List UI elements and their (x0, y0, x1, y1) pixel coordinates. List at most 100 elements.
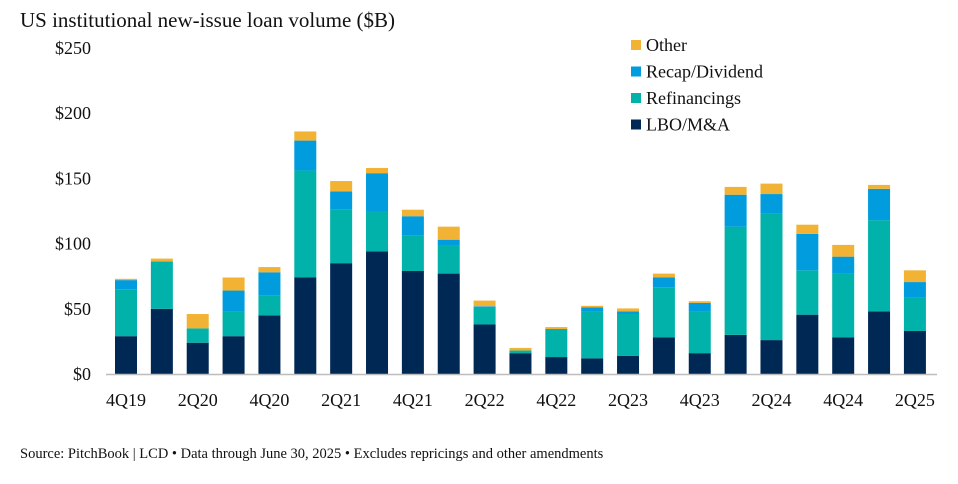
bar-refinancings-1Q25 (868, 220, 891, 312)
bar-lbo-m-a-1Q21 (294, 277, 317, 374)
bar-other-2Q21 (330, 181, 353, 192)
x-tick-label: 4Q23 (680, 390, 720, 410)
bar-other-2Q25 (903, 270, 926, 283)
bar-lbo-m-a-2Q21 (330, 263, 353, 374)
bar-lbo-m-a-4Q19 (115, 336, 137, 374)
source-note: Source: PitchBook | LCD • Data through J… (20, 446, 604, 462)
bar-recap-dividend-3Q23 (652, 277, 675, 288)
bar-other-2Q23 (617, 308, 640, 312)
bar-refinancings-1Q20 (150, 261, 173, 309)
x-tick-label: 4Q19 (106, 390, 146, 410)
bar-recap-dividend-4Q23 (688, 302, 711, 312)
y-tick-label: $100 (55, 234, 91, 254)
bar-refinancings-4Q23 (688, 311, 711, 354)
bar-refinancings-3Q22 (509, 350, 532, 354)
legend-swatch-icon (631, 40, 641, 50)
bar-recap-dividend-2Q23 (617, 311, 640, 315)
bar-recap-dividend-1Q21 (294, 140, 317, 171)
bar-other-4Q24 (832, 244, 855, 257)
bar-recap-dividend-1Q24 (724, 194, 747, 227)
bar-lbo-m-a-2Q24 (760, 340, 783, 374)
x-tick-label: 2Q24 (751, 390, 791, 410)
legend-label: Recap/Dividend (646, 62, 763, 82)
bar-recap-dividend-3Q24 (796, 233, 819, 271)
bar-other-3Q23 (652, 273, 675, 278)
bar-other-2Q24 (760, 183, 783, 195)
legend-label: Other (646, 35, 687, 55)
bar-refinancings-3Q23 (652, 287, 675, 338)
x-tick-label: 2Q20 (178, 390, 218, 410)
bar-recap-dividend-2Q21 (330, 191, 353, 210)
bar-refinancings-1Q22 (437, 245, 460, 274)
chart-title: US institutional new-issue loan volume (… (20, 8, 396, 32)
bar-lbo-m-a-1Q23 (581, 358, 604, 374)
bar-lbo-m-a-4Q22 (545, 357, 568, 374)
bar-recap-dividend-1Q20 (150, 261, 173, 262)
bar-other-1Q24 (724, 186, 747, 195)
bar-other-4Q21 (401, 209, 424, 217)
legend-label: Refinancings (646, 88, 741, 108)
bar-other-1Q20 (150, 258, 173, 262)
bar-recap-dividend-1Q25 (868, 188, 891, 221)
bar-recap-dividend-4Q21 (401, 216, 424, 236)
bar-refinancings-4Q21 (401, 235, 424, 271)
bar-other-4Q20 (258, 267, 281, 273)
y-tick-label: $50 (64, 299, 91, 319)
bar-other-2Q20 (186, 314, 209, 329)
bar-refinancings-2Q22 (473, 306, 496, 325)
bar-recap-dividend-2Q25 (903, 282, 926, 298)
bar-recap-dividend-2Q24 (760, 194, 783, 214)
bar-lbo-m-a-4Q21 (401, 270, 424, 374)
y-tick-label: $250 (55, 38, 91, 58)
bar-refinancings-2Q23 (617, 314, 640, 356)
bar-other-4Q19 (115, 278, 137, 281)
y-tick-label: $200 (55, 103, 91, 123)
bar-other-2Q22 (473, 300, 496, 307)
y-tick-label: $0 (73, 364, 91, 384)
bar-other-3Q22 (509, 347, 532, 351)
bar-refinancings-4Q19 (115, 289, 137, 337)
bar-refinancings-1Q21 (294, 170, 317, 278)
bar-lbo-m-a-3Q22 (509, 353, 532, 374)
bar-lbo-m-a-2Q20 (186, 342, 209, 374)
bar-refinancings-2Q20 (186, 328, 209, 343)
x-tick-label: 4Q24 (823, 390, 863, 410)
bar-lbo-m-a-3Q21 (366, 251, 389, 374)
bar-recap-dividend-4Q19 (115, 280, 137, 290)
bar-lbo-m-a-4Q20 (258, 315, 281, 374)
bar-refinancings-2Q24 (760, 213, 783, 341)
bar-lbo-m-a-4Q24 (832, 337, 855, 374)
bar-recap-dividend-1Q23 (581, 307, 604, 312)
bar-refinancings-4Q22 (545, 329, 568, 358)
x-tick-label: 2Q23 (608, 390, 648, 410)
bar-refinancings-1Q24 (724, 226, 747, 335)
x-tick-label: 2Q22 (465, 390, 505, 410)
y-tick-label: $150 (55, 168, 91, 188)
bar-lbo-m-a-2Q22 (473, 324, 496, 374)
bar-refinancings-2Q21 (330, 209, 353, 264)
bar-recap-dividend-3Q20 (222, 290, 245, 312)
bar-lbo-m-a-4Q23 (688, 353, 711, 374)
legend-swatch-icon (631, 93, 641, 103)
bar-lbo-m-a-3Q24 (796, 314, 819, 374)
bar-lbo-m-a-2Q25 (903, 330, 926, 374)
bar-other-1Q25 (868, 184, 891, 189)
bar-recap-dividend-1Q22 (437, 239, 460, 246)
bar-refinancings-4Q24 (832, 273, 855, 338)
bar-recap-dividend-4Q20 (258, 272, 281, 296)
bar-lbo-m-a-1Q24 (724, 334, 747, 374)
bar-lbo-m-a-2Q23 (617, 355, 640, 374)
bar-refinancings-3Q20 (222, 311, 245, 337)
bar-other-3Q21 (366, 167, 389, 174)
x-tick-label: 4Q22 (536, 390, 576, 410)
x-tick-label: 2Q21 (321, 390, 361, 410)
bar-other-1Q23 (581, 305, 604, 308)
bar-lbo-m-a-3Q23 (652, 337, 675, 374)
bar-other-4Q23 (688, 301, 711, 303)
bar-refinancings-3Q24 (796, 270, 819, 315)
legend-swatch-icon (631, 66, 641, 77)
legend-label: LBO/M&A (646, 115, 730, 135)
bar-lbo-m-a-1Q22 (437, 273, 460, 374)
bar-other-1Q22 (437, 226, 460, 240)
